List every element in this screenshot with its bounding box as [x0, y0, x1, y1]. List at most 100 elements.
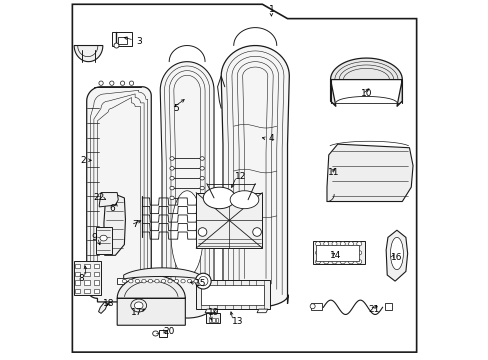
- Polygon shape: [86, 87, 153, 302]
- Ellipse shape: [315, 242, 320, 246]
- Ellipse shape: [135, 279, 139, 283]
- Text: 15: 15: [195, 279, 206, 288]
- Bar: [205, 313, 220, 323]
- Bar: [196, 193, 262, 248]
- Text: 11: 11: [328, 168, 339, 177]
- Ellipse shape: [340, 242, 345, 246]
- Ellipse shape: [129, 81, 133, 85]
- Bar: [118, 37, 127, 44]
- Text: 19: 19: [208, 308, 219, 317]
- Polygon shape: [123, 268, 200, 279]
- Ellipse shape: [169, 167, 174, 170]
- Ellipse shape: [323, 260, 328, 264]
- Bar: [201, 285, 264, 305]
- Text: 17: 17: [131, 308, 142, 317]
- Ellipse shape: [200, 186, 204, 190]
- Polygon shape: [104, 194, 125, 255]
- Ellipse shape: [171, 191, 203, 277]
- Polygon shape: [257, 309, 267, 313]
- Text: 7: 7: [132, 220, 138, 229]
- Ellipse shape: [323, 242, 328, 246]
- Bar: [112, 32, 131, 45]
- Ellipse shape: [340, 251, 345, 255]
- Ellipse shape: [134, 302, 142, 309]
- Ellipse shape: [203, 187, 235, 209]
- Ellipse shape: [99, 81, 103, 85]
- Ellipse shape: [152, 331, 158, 336]
- Text: 22: 22: [93, 193, 104, 202]
- Polygon shape: [99, 193, 118, 207]
- Polygon shape: [160, 62, 214, 318]
- Ellipse shape: [356, 242, 361, 246]
- Ellipse shape: [120, 81, 124, 85]
- Ellipse shape: [167, 279, 172, 283]
- Ellipse shape: [356, 260, 361, 264]
- Bar: [84, 272, 90, 276]
- Bar: [93, 280, 99, 285]
- Bar: [159, 330, 167, 337]
- Polygon shape: [386, 230, 407, 281]
- Bar: [196, 280, 269, 309]
- Ellipse shape: [131, 299, 146, 312]
- Bar: [74, 280, 80, 285]
- Ellipse shape: [331, 251, 336, 255]
- Ellipse shape: [348, 260, 353, 264]
- Polygon shape: [99, 302, 107, 314]
- Bar: [74, 261, 101, 295]
- Bar: [84, 289, 90, 293]
- Text: 20: 20: [163, 327, 175, 336]
- Bar: [74, 264, 80, 268]
- Ellipse shape: [315, 260, 320, 264]
- Text: 18: 18: [102, 299, 114, 308]
- Bar: [74, 289, 80, 293]
- Bar: [93, 272, 99, 276]
- Bar: [312, 241, 364, 264]
- Bar: [93, 289, 99, 293]
- Ellipse shape: [356, 251, 361, 255]
- Bar: [384, 303, 391, 310]
- Ellipse shape: [200, 167, 204, 170]
- Polygon shape: [330, 58, 402, 107]
- Text: 6: 6: [109, 204, 115, 213]
- Polygon shape: [326, 144, 412, 202]
- Ellipse shape: [142, 279, 146, 283]
- Ellipse shape: [194, 279, 198, 283]
- Ellipse shape: [187, 279, 191, 283]
- Ellipse shape: [348, 251, 353, 255]
- Text: 3: 3: [136, 37, 142, 46]
- Ellipse shape: [174, 279, 178, 283]
- Bar: [93, 264, 99, 268]
- Text: 9: 9: [92, 233, 97, 242]
- Bar: [74, 272, 80, 276]
- Polygon shape: [117, 275, 185, 325]
- Ellipse shape: [323, 251, 328, 255]
- Ellipse shape: [331, 260, 336, 264]
- Bar: [212, 318, 214, 322]
- Text: 2: 2: [80, 156, 86, 165]
- Polygon shape: [221, 46, 289, 307]
- Text: 1: 1: [268, 5, 274, 14]
- Polygon shape: [74, 45, 102, 62]
- Ellipse shape: [169, 176, 174, 180]
- Ellipse shape: [348, 242, 353, 246]
- Ellipse shape: [200, 157, 204, 160]
- Ellipse shape: [198, 276, 207, 286]
- Text: 8: 8: [78, 274, 84, 283]
- Bar: [316, 244, 359, 261]
- Bar: [84, 264, 90, 268]
- Bar: [215, 318, 218, 322]
- Ellipse shape: [148, 279, 152, 283]
- Bar: [84, 280, 90, 285]
- Ellipse shape: [200, 196, 204, 200]
- Text: 10: 10: [360, 89, 371, 98]
- Text: 16: 16: [390, 253, 402, 262]
- Ellipse shape: [169, 157, 174, 160]
- Text: 12: 12: [235, 172, 246, 181]
- Ellipse shape: [169, 186, 174, 190]
- Text: 21: 21: [367, 305, 379, 314]
- Ellipse shape: [109, 81, 114, 85]
- Bar: [96, 226, 112, 253]
- Ellipse shape: [315, 251, 320, 255]
- Text: 5: 5: [173, 104, 179, 113]
- Ellipse shape: [309, 304, 314, 309]
